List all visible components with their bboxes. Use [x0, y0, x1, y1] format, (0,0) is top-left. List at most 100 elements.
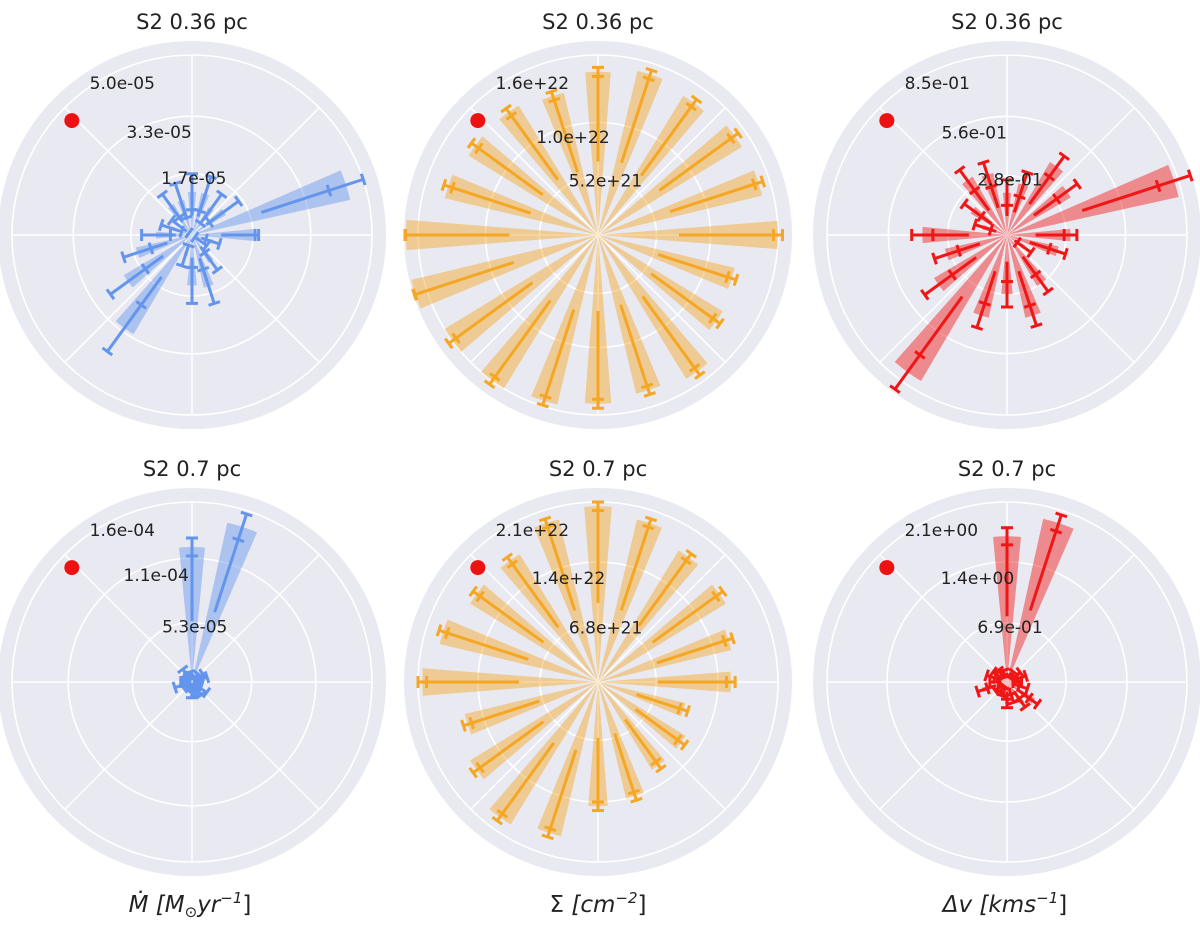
error-cap: [1008, 667, 1020, 678]
radial-tick-label: 1.6e+22: [496, 74, 569, 94]
error-bar: [546, 749, 578, 838]
error-bar: [504, 107, 560, 181]
error-cap: [707, 312, 718, 325]
grid-spoke: [1006, 107, 1135, 236]
error-bar: [634, 707, 686, 747]
error-cap: [1013, 693, 1025, 704]
radial-tick-label: 1.7e-05: [161, 169, 226, 189]
polar-bar: [894, 235, 1007, 381]
error-cap: [166, 214, 177, 226]
grid-spoke: [597, 554, 726, 683]
error-cap: [685, 548, 697, 559]
error-cap: [147, 242, 155, 255]
error-bar: [963, 202, 993, 226]
error-cap: [640, 382, 654, 390]
error-cap: [120, 251, 127, 264]
error-cap: [984, 682, 991, 695]
error-cap: [359, 173, 367, 186]
error-bar: [669, 180, 764, 213]
polar-panel-3: 5.3e-05 1.1e-04 1.6e-04 S2 0.7 pc: [0, 457, 386, 876]
error-cap: [491, 815, 503, 826]
grid-spoke: [879, 107, 1008, 236]
error-bar: [160, 223, 184, 234]
error-cap: [1030, 322, 1043, 329]
error-cap: [505, 111, 518, 121]
radial-tick-label: 5.3e-05: [162, 617, 227, 637]
error-cap: [539, 393, 552, 400]
grid-spoke: [191, 107, 320, 236]
polar-bar: [598, 682, 686, 717]
xlabel-mdot: Ṁ [M⊙yr−1]: [129, 889, 252, 921]
error-cap: [1024, 682, 1031, 695]
error-cap: [184, 227, 194, 239]
error-cap: [435, 624, 443, 637]
error-bar: [200, 236, 220, 246]
polar-bar: [464, 682, 598, 735]
error-cap: [1055, 511, 1068, 519]
error-cap: [732, 273, 740, 287]
error-cap: [135, 300, 147, 310]
error-cap: [240, 510, 253, 518]
error-bar: [173, 183, 189, 221]
polar-bar: [598, 235, 708, 379]
error-cap: [998, 684, 1012, 691]
error-cap: [627, 788, 640, 796]
error-cap: [645, 66, 658, 74]
error-bar: [443, 183, 532, 215]
error-cap: [182, 241, 195, 249]
polar-bar: [135, 235, 192, 258]
polar-bar: [1007, 164, 1179, 235]
error-cap: [475, 761, 485, 774]
error-cap: [630, 796, 643, 804]
grid-spoke: [64, 234, 193, 363]
radial-tick-label: 2.8e-01: [977, 171, 1042, 191]
xlabel-dv: Δv [kms−1]: [941, 889, 1067, 918]
error-cap: [1062, 247, 1069, 261]
error-bar: [650, 272, 721, 325]
error-cap: [157, 218, 165, 232]
grid-spoke: [470, 107, 599, 236]
max-marker: [64, 113, 80, 129]
error-cap: [673, 734, 683, 746]
polar-bar: [500, 554, 598, 682]
radial-tick-label: 1.4e+00: [941, 569, 1014, 589]
polar-panel-0: 1.7e-05 3.3e-05 5.0e-05 S2 0.36 pc: [0, 10, 386, 429]
polar-bar: [598, 235, 723, 330]
error-cap: [201, 239, 212, 252]
error-cap: [983, 669, 990, 682]
error-cap: [496, 809, 509, 819]
error-cap: [715, 317, 725, 330]
error-cap: [105, 288, 116, 300]
error-bar: [543, 518, 577, 611]
polar-bar: [534, 519, 598, 682]
error-bar: [923, 256, 978, 296]
error-cap: [1043, 172, 1056, 182]
error-cap: [440, 178, 448, 192]
grid-spoke: [597, 681, 726, 810]
error-cap: [1015, 666, 1025, 679]
polar-bar: [115, 235, 192, 335]
error-cap: [411, 288, 418, 301]
panel-title: S2 0.7 pc: [549, 457, 647, 481]
polar-panel-4: 6.8e+21 1.4e+22 2.1e+22 S2 0.7 pc: [404, 457, 792, 876]
error-cap: [643, 391, 656, 398]
error-cap: [101, 346, 114, 357]
error-cap: [724, 270, 731, 284]
error-bar: [657, 253, 737, 282]
error-cap: [468, 766, 478, 779]
error-bar: [260, 177, 364, 214]
grid-spoke: [597, 234, 726, 363]
panel-title: S2 0.36 pc: [136, 10, 248, 34]
error-cap: [1021, 169, 1034, 176]
polar-panel-1: 5.2e+21 1.0e+22 1.6e+22 S2 0.36 pc: [403, 10, 792, 429]
error-cap: [970, 324, 984, 331]
polar-bar: [598, 70, 663, 236]
max-marker: [879, 560, 895, 576]
polar-bar: [598, 519, 662, 682]
polar-bar: [1007, 183, 1029, 235]
error-cap: [750, 178, 758, 191]
error-bar: [413, 260, 515, 297]
error-cap: [538, 515, 552, 523]
error-bar: [213, 513, 249, 613]
error-cap: [451, 332, 461, 344]
